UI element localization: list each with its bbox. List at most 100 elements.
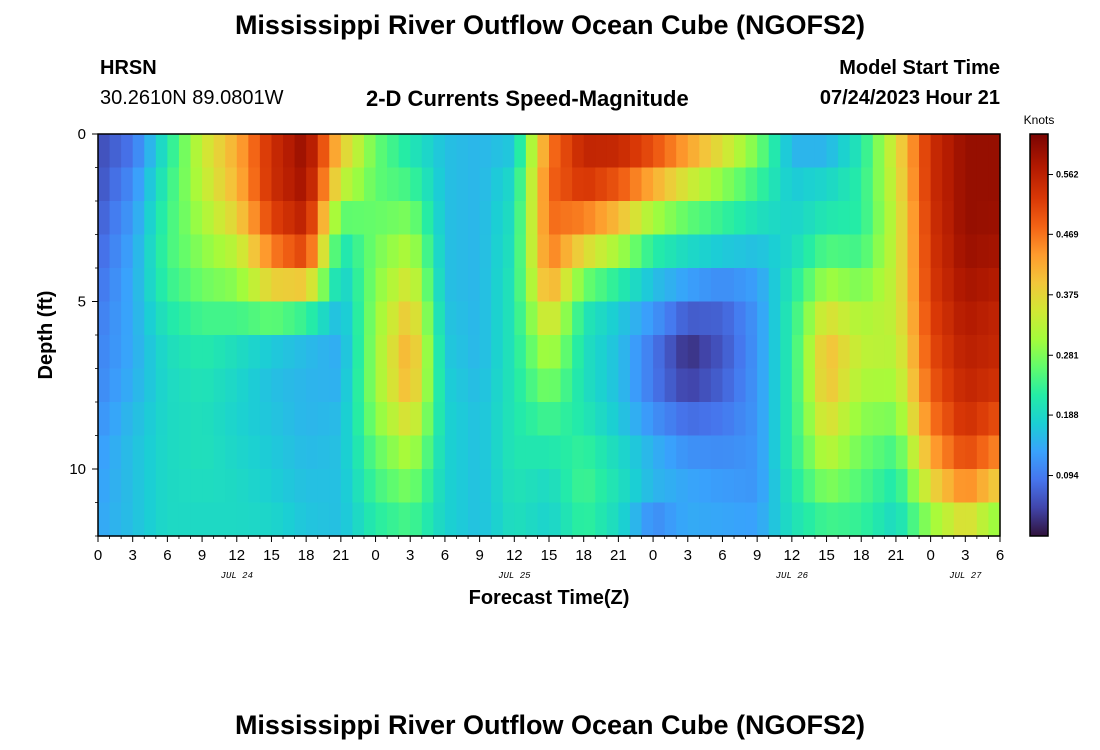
- heatmap-cell: [872, 201, 885, 236]
- heatmap-cell: [271, 469, 284, 504]
- heatmap-cell: [687, 301, 700, 336]
- heatmap-cell: [502, 268, 515, 303]
- heatmap-cell: [861, 301, 874, 336]
- heatmap-cell: [641, 435, 654, 470]
- heatmap-cell: [907, 435, 920, 470]
- heatmap-cell: [849, 368, 862, 403]
- heatmap-cell: [202, 268, 215, 303]
- heatmap-cell: [838, 402, 851, 437]
- heatmap-cell: [155, 469, 168, 504]
- heatmap-cell: [687, 134, 700, 169]
- x-date-label: JUL 25: [498, 571, 531, 581]
- heatmap-cell: [919, 201, 932, 236]
- heatmap-cell: [271, 134, 284, 169]
- heatmap-cell: [549, 402, 562, 437]
- heatmap-cell: [699, 469, 712, 504]
- heatmap-cell: [861, 268, 874, 303]
- heatmap-cell: [803, 167, 816, 202]
- heatmap-cell: [121, 402, 134, 437]
- heatmap-cell: [340, 402, 354, 437]
- heatmap-cell: [988, 134, 1001, 169]
- heatmap-cell: [444, 234, 458, 269]
- heatmap-cell: [618, 435, 631, 470]
- heatmap-cell: [745, 301, 758, 336]
- heatmap-cell: [722, 167, 735, 202]
- heatmap-cell: [861, 335, 874, 370]
- heatmap-cell: [363, 435, 377, 470]
- heatmap-cell: [421, 402, 434, 437]
- heatmap-cell: [259, 402, 273, 437]
- heatmap-cell: [849, 167, 862, 202]
- x-tick-label: 9: [753, 547, 761, 564]
- heatmap-cell: [236, 134, 249, 169]
- heatmap-cell: [306, 134, 319, 169]
- heatmap-cell: [190, 201, 203, 236]
- heatmap-cell: [976, 368, 990, 403]
- heatmap-cell: [595, 335, 608, 370]
- heatmap-cell: [768, 435, 781, 470]
- heatmap-cell: [907, 234, 920, 269]
- heatmap-cell: [664, 201, 677, 236]
- heatmap-cell: [560, 201, 573, 236]
- heatmap-cell: [433, 167, 446, 202]
- heatmap-cell: [861, 502, 874, 537]
- heatmap-cell: [861, 234, 874, 269]
- heatmap-cell: [965, 402, 978, 437]
- heatmap-cell: [895, 234, 909, 269]
- heatmap-cell: [144, 268, 157, 303]
- heatmap-cell: [109, 368, 122, 403]
- heatmap-cell: [780, 502, 793, 537]
- heatmap-cell: [768, 201, 781, 236]
- heatmap-cell: [248, 402, 261, 437]
- heatmap-cell: [190, 234, 203, 269]
- colorbar-tick-label: 0.375: [1056, 290, 1079, 300]
- heatmap-cell: [560, 167, 573, 202]
- heatmap-cell: [826, 435, 839, 470]
- heatmap-cell: [687, 234, 700, 269]
- heatmap-cell: [410, 502, 423, 537]
- heatmap-cell: [965, 301, 978, 336]
- heatmap-cell: [710, 368, 724, 403]
- heatmap-cell: [618, 402, 631, 437]
- heatmap-cell: [468, 335, 481, 370]
- heatmap-cell: [895, 502, 909, 537]
- heatmap-cell: [895, 268, 909, 303]
- heatmap-cell: [965, 234, 978, 269]
- heatmap-cell: [525, 502, 539, 537]
- heatmap-cell: [259, 368, 273, 403]
- heatmap-cell: [641, 469, 654, 504]
- colorbar: [1029, 133, 1049, 537]
- heatmap-cell: [549, 368, 562, 403]
- heatmap-cell: [734, 435, 747, 470]
- heatmap-cell: [988, 268, 1001, 303]
- heatmap-cell: [236, 402, 249, 437]
- heatmap-cell: [814, 268, 828, 303]
- heatmap-cell: [410, 301, 423, 336]
- heatmap-cell: [306, 502, 319, 537]
- heatmap-cell: [745, 335, 758, 370]
- heatmap-cell: [676, 301, 689, 336]
- heatmap-cell: [317, 167, 330, 202]
- heatmap-cell: [433, 469, 446, 504]
- heatmap-cell: [745, 167, 758, 202]
- heatmap-cell: [930, 335, 943, 370]
- heatmap-cell: [387, 435, 400, 470]
- heatmap-cell: [375, 335, 388, 370]
- heatmap-cell: [444, 167, 458, 202]
- heatmap-cell: [283, 234, 296, 269]
- heatmap-cell: [768, 402, 781, 437]
- heatmap-cell: [907, 469, 920, 504]
- heatmap-cell: [930, 134, 943, 169]
- heatmap-cell: [895, 368, 909, 403]
- heatmap-cell: [479, 502, 492, 537]
- heatmap-cell: [953, 301, 966, 336]
- heatmap-cell: [884, 201, 897, 236]
- heatmap-cell: [838, 167, 851, 202]
- heatmap-cell: [387, 368, 400, 403]
- heatmap-cell: [687, 435, 700, 470]
- heatmap-cell: [421, 167, 434, 202]
- heatmap-cell: [144, 368, 157, 403]
- heatmap-cell: [398, 201, 411, 236]
- heatmap-cell: [826, 234, 839, 269]
